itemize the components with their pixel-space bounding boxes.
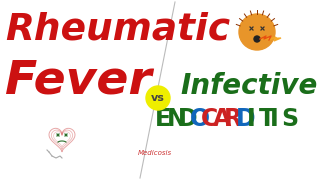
Text: N: N: [166, 107, 186, 131]
Circle shape: [254, 36, 260, 42]
Text: D: D: [236, 107, 255, 131]
Text: I: I: [247, 107, 256, 131]
Text: I: I: [270, 107, 279, 131]
Text: Fever: Fever: [5, 58, 152, 103]
Text: O: O: [189, 107, 210, 131]
Text: T: T: [259, 107, 275, 131]
Text: Rheumatic: Rheumatic: [5, 12, 230, 48]
Text: E: E: [155, 107, 171, 131]
Text: Infective: Infective: [180, 72, 317, 100]
Text: D: D: [178, 107, 198, 131]
Circle shape: [146, 86, 170, 110]
Text: Medicosis: Medicosis: [138, 150, 172, 156]
Text: vs: vs: [151, 93, 165, 103]
Text: A: A: [212, 107, 231, 131]
Text: R: R: [224, 107, 242, 131]
Text: C: C: [201, 107, 218, 131]
Text: S: S: [282, 107, 299, 131]
Circle shape: [239, 14, 275, 50]
Polygon shape: [260, 36, 281, 41]
